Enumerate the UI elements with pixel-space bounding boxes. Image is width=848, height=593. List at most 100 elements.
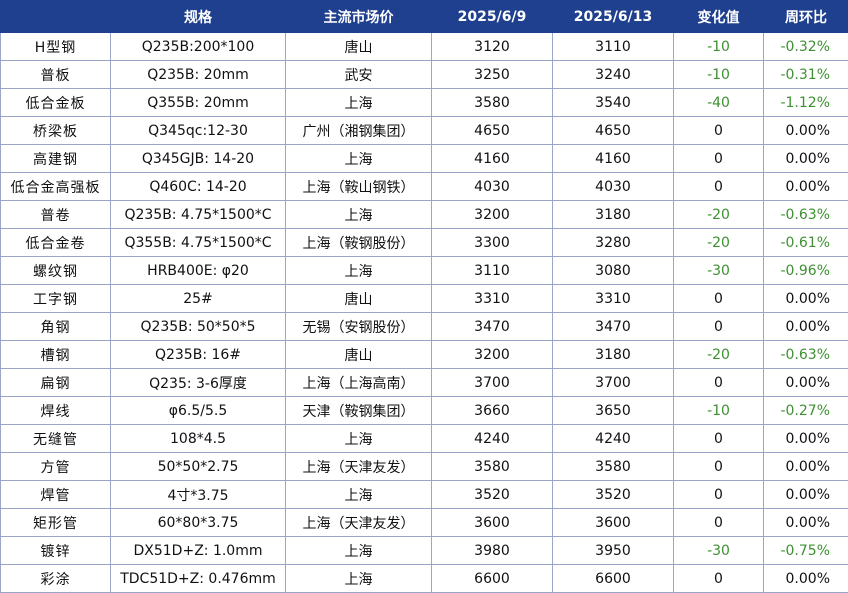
cell-market: 天津（鞍钢集团） <box>286 397 432 425</box>
cell-price-date1: 3600 <box>432 509 553 537</box>
cell-market: 上海 <box>286 145 432 173</box>
cell-product-name: 彩涂 <box>1 565 111 593</box>
cell-price-date1: 4030 <box>432 173 553 201</box>
cell-market: 上海 <box>286 481 432 509</box>
cell-price-date1: 3250 <box>432 61 553 89</box>
cell-change: -30 <box>674 537 764 565</box>
cell-product-name: 焊线 <box>1 397 111 425</box>
cell-ratio: -0.27% <box>764 397 848 425</box>
cell-spec: 50*50*2.75 <box>111 453 286 481</box>
cell-spec: 4寸*3.75 <box>111 481 286 509</box>
cell-spec: φ6.5/5.5 <box>111 397 286 425</box>
table-header-row: 规格 主流市场价 2025/6/9 2025/6/13 变化值 周环比 <box>1 1 848 33</box>
cell-spec: Q235B: 50*50*5 <box>111 313 286 341</box>
cell-product-name: 槽钢 <box>1 341 111 369</box>
cell-product-name: H型钢 <box>1 33 111 61</box>
cell-market: 上海 <box>286 201 432 229</box>
header-name <box>1 1 111 33</box>
cell-market: 上海 <box>286 89 432 117</box>
cell-product-name: 焊管 <box>1 481 111 509</box>
cell-market: 唐山 <box>286 33 432 61</box>
cell-change: -30 <box>674 257 764 285</box>
cell-market: 上海（鞍山钢铁） <box>286 173 432 201</box>
cell-price-date2: 3520 <box>553 481 674 509</box>
cell-spec: 108*4.5 <box>111 425 286 453</box>
cell-change: 0 <box>674 509 764 537</box>
cell-change: 0 <box>674 369 764 397</box>
cell-market: 上海 <box>286 425 432 453</box>
cell-price-date1: 3200 <box>432 201 553 229</box>
cell-ratio: 0.00% <box>764 369 848 397</box>
cell-spec: Q235B:200*100 <box>111 33 286 61</box>
header-date1: 2025/6/9 <box>432 1 553 33</box>
cell-price-date2: 3950 <box>553 537 674 565</box>
cell-change: 0 <box>674 145 764 173</box>
cell-price-date1: 6600 <box>432 565 553 593</box>
cell-spec: Q235B: 16# <box>111 341 286 369</box>
cell-spec: DX51D+Z: 1.0mm <box>111 537 286 565</box>
cell-price-date2: 3180 <box>553 201 674 229</box>
cell-market: 上海 <box>286 565 432 593</box>
cell-price-date1: 3300 <box>432 229 553 257</box>
cell-product-name: 角钢 <box>1 313 111 341</box>
cell-market: 广州（湘钢集团） <box>286 117 432 145</box>
cell-price-date1: 4240 <box>432 425 553 453</box>
cell-price-date2: 3600 <box>553 509 674 537</box>
cell-ratio: -0.32% <box>764 33 848 61</box>
cell-product-name: 方管 <box>1 453 111 481</box>
cell-price-date2: 3650 <box>553 397 674 425</box>
cell-price-date2: 3540 <box>553 89 674 117</box>
cell-product-name: 低合金卷 <box>1 229 111 257</box>
cell-product-name: 工字钢 <box>1 285 111 313</box>
cell-change: -20 <box>674 341 764 369</box>
cell-price-date2: 6600 <box>553 565 674 593</box>
cell-price-date2: 3180 <box>553 341 674 369</box>
cell-change: -10 <box>674 397 764 425</box>
cell-ratio: -1.12% <box>764 89 848 117</box>
cell-price-date2: 3470 <box>553 313 674 341</box>
cell-ratio: 0.00% <box>764 565 848 593</box>
cell-price-date1: 3120 <box>432 33 553 61</box>
cell-change: -40 <box>674 89 764 117</box>
cell-price-date1: 3200 <box>432 341 553 369</box>
cell-ratio: 0.00% <box>764 509 848 537</box>
cell-market: 唐山 <box>286 341 432 369</box>
header-spec: 规格 <box>111 1 286 33</box>
cell-change: -20 <box>674 201 764 229</box>
cell-spec: 60*80*3.75 <box>111 509 286 537</box>
cell-market: 上海（天津友发） <box>286 509 432 537</box>
cell-price-date1: 3310 <box>432 285 553 313</box>
cell-ratio: -0.96% <box>764 257 848 285</box>
cell-price-date1: 3660 <box>432 397 553 425</box>
cell-product-name: 扁钢 <box>1 369 111 397</box>
cell-price-date1: 4160 <box>432 145 553 173</box>
cell-product-name: 普卷 <box>1 201 111 229</box>
cell-ratio: -0.61% <box>764 229 848 257</box>
cell-market: 上海（天津友发） <box>286 453 432 481</box>
cell-price-date2: 3280 <box>553 229 674 257</box>
cell-product-name: 螺纹钢 <box>1 257 111 285</box>
cell-ratio: 0.00% <box>764 481 848 509</box>
cell-spec: Q345qc:12-30 <box>111 117 286 145</box>
header-change: 变化值 <box>674 1 764 33</box>
cell-price-date1: 4650 <box>432 117 553 145</box>
cell-price-date1: 3470 <box>432 313 553 341</box>
cell-price-date1: 3110 <box>432 257 553 285</box>
cell-spec: 25# <box>111 285 286 313</box>
cell-price-date1: 3580 <box>432 89 553 117</box>
cell-price-date2: 4650 <box>553 117 674 145</box>
